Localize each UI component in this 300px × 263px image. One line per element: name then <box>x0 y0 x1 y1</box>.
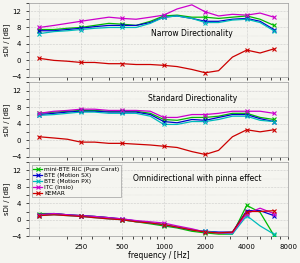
Text: Narrow Directionality: Narrow Directionality <box>152 29 233 38</box>
Y-axis label: sDI / [dB]: sDI / [dB] <box>3 103 10 136</box>
Text: Omnidirectional with pinna effect: Omnidirectional with pinna effect <box>133 174 262 183</box>
X-axis label: frequency / [Hz]: frequency / [Hz] <box>128 251 189 260</box>
Text: Standard Directionality: Standard Directionality <box>148 94 237 103</box>
Legend: mini-BTE RIC (Pure Carat), BTE (Motion SX), BTE (Motion PX), ITC (Insio), KEMAR: mini-BTE RIC (Pure Carat), BTE (Motion S… <box>32 165 121 198</box>
Y-axis label: sDI / [dB]: sDI / [dB] <box>3 24 10 56</box>
Y-axis label: sDI / [dB]: sDI / [dB] <box>3 183 10 215</box>
